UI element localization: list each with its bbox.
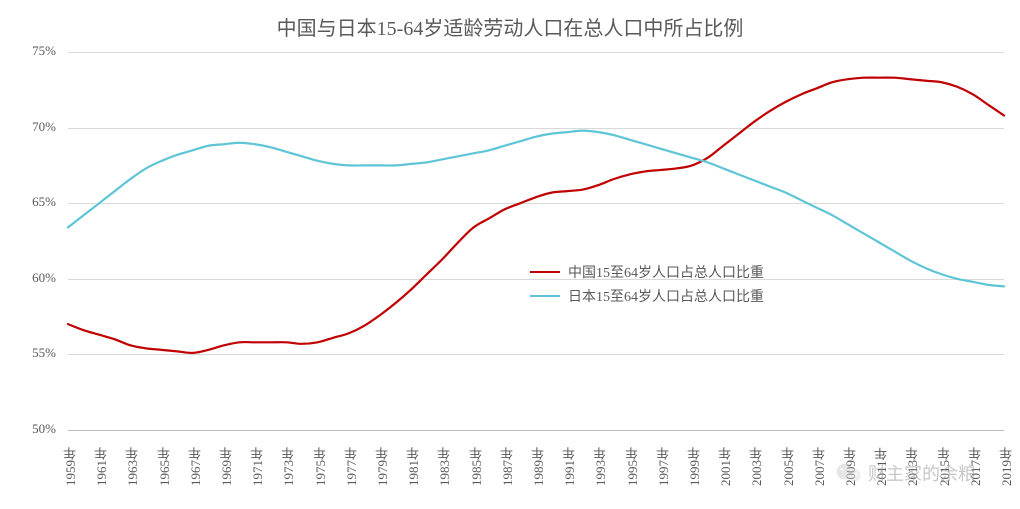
- legend-label: 日本15至64岁人口占总人口比重: [568, 286, 764, 306]
- legend-swatch: [530, 271, 560, 273]
- watermark-text: 财主家的余粮: [868, 460, 976, 486]
- legend: 中国15至64岁人口占总人口比重日本15至64岁人口占总人口比重: [530, 258, 764, 310]
- plot-area: [0, 0, 1020, 509]
- legend-item: 日本15至64岁人口占总人口比重: [530, 286, 764, 306]
- wechat-icon: [836, 462, 862, 484]
- watermark: 财主家的余粮: [836, 460, 976, 486]
- series-line-china: [68, 78, 1004, 353]
- legend-label: 中国15至64岁人口占总人口比重: [568, 262, 764, 282]
- chart-container: 中国与日本15-64岁适龄劳动人口在总人口中所占比例 50%55%60%65%7…: [0, 0, 1020, 509]
- legend-swatch: [530, 295, 560, 297]
- legend-item: 中国15至64岁人口占总人口比重: [530, 262, 764, 282]
